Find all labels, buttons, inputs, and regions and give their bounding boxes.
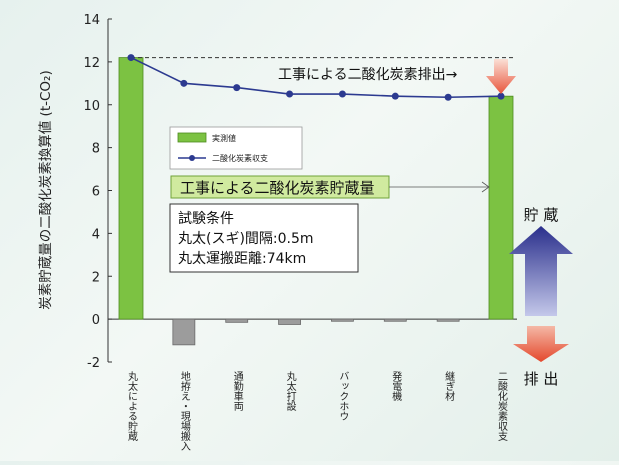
legend-label-bar: 実測値: [212, 133, 236, 143]
x-tick-label: バックホウ: [337, 371, 349, 421]
conditions-title: 試験条件: [178, 210, 234, 227]
x-tick-label: 二酸化炭素収支: [496, 371, 508, 442]
emission-arrow-label: 排 出: [524, 370, 559, 388]
legend: 実測値 二酸化炭素収支: [169, 126, 303, 170]
x-tick-label: 発電機: [390, 370, 402, 402]
balance-point: [338, 90, 346, 98]
storage-arrow-label: 貯 蔵: [524, 206, 559, 224]
bar: [278, 318, 301, 325]
balance-point: [127, 54, 135, 62]
storage-annotation: 工事による二酸化炭素貯蔵量: [170, 175, 490, 199]
y-tick-label: 6: [92, 185, 100, 200]
legend-swatch-marker: [189, 155, 195, 161]
balance-point: [180, 79, 188, 87]
conditions-distance: 丸太運搬距離:74km: [178, 250, 306, 267]
emission-small-arrow: [486, 59, 516, 94]
y-tick-label: 14: [83, 13, 100, 28]
x-tick-label: 地拵え・現場搬入: [178, 370, 190, 451]
emission-arrow: [513, 326, 569, 362]
y-axis-label: 炭素貯蔵量の二酸化炭素換算値 (t-CO₂): [38, 70, 54, 309]
y-tick-label: 10: [83, 99, 100, 114]
balance-point: [233, 84, 241, 92]
y-tick-label: 0: [92, 313, 100, 328]
y-tick-label: 4: [92, 227, 100, 242]
x-tick-label: 通勤車両: [231, 371, 243, 412]
bar: [172, 318, 196, 346]
emission-annotation: 工事による二酸化炭素排出→: [278, 67, 458, 83]
balance-point: [391, 92, 399, 100]
balance-line: [130, 56, 502, 99]
y-tick-label: 12: [83, 56, 100, 71]
balance-point: [286, 90, 294, 98]
balance-point: [444, 93, 452, 101]
conditions-spacing: 丸太(スギ)間隔:0.5m: [178, 231, 314, 247]
x-tick-label: 丸太による貯蔵: [126, 370, 138, 442]
legend-label-line: 二酸化炭素収支: [212, 153, 268, 163]
bar: [118, 57, 144, 320]
y-tick-label: 8: [92, 142, 100, 157]
storage-arrow: [509, 226, 573, 316]
balance-point: [497, 92, 505, 100]
x-tick-label: 丸太打設: [284, 370, 296, 412]
bar: [488, 95, 514, 320]
bar: [225, 318, 249, 323]
bar: [383, 318, 407, 322]
bar: [436, 318, 460, 322]
y-tick-label: -2: [87, 356, 100, 371]
x-tick-label: 継ぎ材: [443, 370, 455, 401]
bar: [331, 318, 354, 322]
y-tick-label: 2: [92, 270, 100, 285]
storage-annotation-text: 工事による二酸化炭素貯蔵量: [180, 179, 375, 197]
legend-swatch-bar: [177, 132, 207, 143]
conditions-box: 試験条件 丸太(スギ)間隔:0.5m 丸太運搬距離:74km: [169, 203, 359, 273]
